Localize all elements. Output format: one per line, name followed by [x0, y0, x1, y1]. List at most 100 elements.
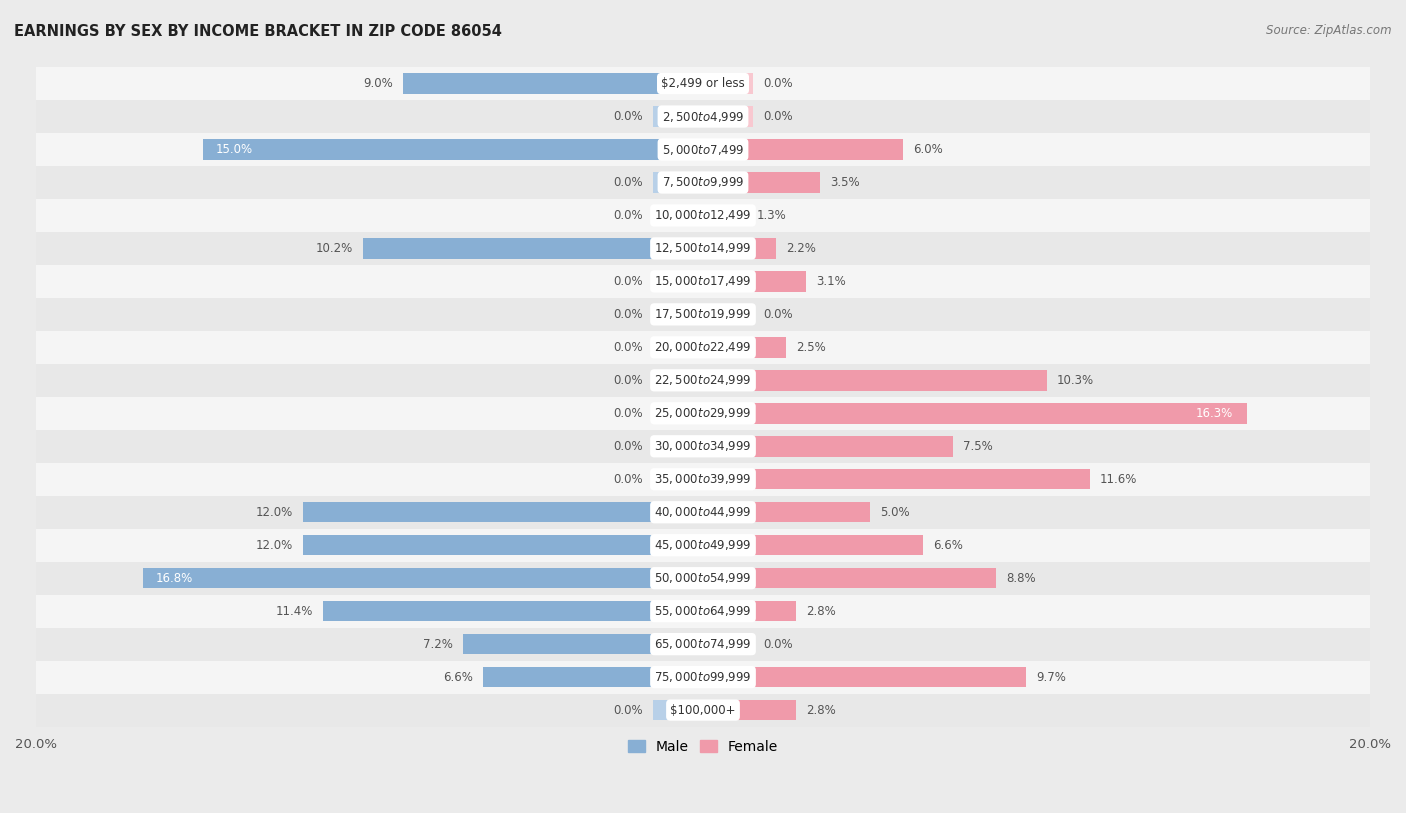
Text: 0.0%: 0.0%: [613, 275, 643, 288]
Bar: [703, 172, 820, 193]
Bar: [652, 370, 703, 390]
Bar: [143, 568, 703, 589]
Bar: [703, 568, 997, 589]
Text: 2.8%: 2.8%: [807, 605, 837, 618]
Bar: [37, 594, 1369, 628]
Text: $15,000 to $17,499: $15,000 to $17,499: [654, 275, 752, 289]
Text: 5.0%: 5.0%: [880, 506, 910, 519]
Text: 15.0%: 15.0%: [217, 143, 253, 156]
Text: 0.0%: 0.0%: [613, 110, 643, 123]
Bar: [703, 139, 903, 159]
Text: 6.6%: 6.6%: [443, 671, 472, 684]
Bar: [363, 238, 703, 259]
Bar: [703, 107, 754, 127]
Text: $7,500 to $9,999: $7,500 to $9,999: [662, 176, 744, 189]
Text: 0.0%: 0.0%: [763, 308, 793, 321]
Text: 16.8%: 16.8%: [156, 572, 193, 585]
Text: $25,000 to $29,999: $25,000 to $29,999: [654, 406, 752, 420]
Text: $100,000+: $100,000+: [671, 703, 735, 716]
Text: 0.0%: 0.0%: [613, 176, 643, 189]
Bar: [652, 304, 703, 324]
Bar: [302, 535, 703, 555]
Bar: [37, 430, 1369, 463]
Bar: [37, 562, 1369, 594]
Bar: [652, 337, 703, 358]
Bar: [703, 469, 1090, 489]
Bar: [703, 238, 776, 259]
Bar: [37, 661, 1369, 693]
Bar: [652, 205, 703, 226]
Bar: [323, 601, 703, 621]
Text: 7.2%: 7.2%: [423, 637, 453, 650]
Bar: [703, 502, 870, 523]
Bar: [703, 436, 953, 457]
Bar: [202, 139, 703, 159]
Bar: [703, 337, 786, 358]
Bar: [703, 700, 796, 720]
Text: 9.0%: 9.0%: [363, 77, 392, 90]
Text: 0.0%: 0.0%: [763, 77, 793, 90]
Text: 0.0%: 0.0%: [613, 703, 643, 716]
Bar: [703, 272, 807, 292]
Text: 0.0%: 0.0%: [763, 637, 793, 650]
Text: 0.0%: 0.0%: [613, 374, 643, 387]
Text: 7.5%: 7.5%: [963, 440, 993, 453]
Text: 10.3%: 10.3%: [1056, 374, 1094, 387]
Bar: [703, 73, 754, 93]
Bar: [703, 370, 1046, 390]
Text: 2.5%: 2.5%: [796, 341, 827, 354]
Text: 10.2%: 10.2%: [315, 242, 353, 255]
Bar: [37, 199, 1369, 232]
Text: 0.0%: 0.0%: [613, 472, 643, 485]
Text: $2,499 or less: $2,499 or less: [661, 77, 745, 90]
Legend: Male, Female: Male, Female: [623, 734, 783, 759]
Bar: [37, 397, 1369, 430]
Text: $30,000 to $34,999: $30,000 to $34,999: [654, 439, 752, 454]
Text: $20,000 to $22,499: $20,000 to $22,499: [654, 341, 752, 354]
Bar: [652, 403, 703, 424]
Bar: [37, 496, 1369, 528]
Bar: [463, 634, 703, 654]
Text: $65,000 to $74,999: $65,000 to $74,999: [654, 637, 752, 651]
Bar: [482, 667, 703, 687]
Bar: [37, 364, 1369, 397]
Bar: [652, 700, 703, 720]
Text: 16.3%: 16.3%: [1197, 406, 1233, 420]
Text: Source: ZipAtlas.com: Source: ZipAtlas.com: [1267, 24, 1392, 37]
Text: $17,500 to $19,999: $17,500 to $19,999: [654, 307, 752, 321]
Bar: [37, 67, 1369, 100]
Bar: [703, 304, 754, 324]
Bar: [703, 535, 924, 555]
Text: 3.1%: 3.1%: [817, 275, 846, 288]
Text: $75,000 to $99,999: $75,000 to $99,999: [654, 670, 752, 684]
Text: 12.0%: 12.0%: [256, 539, 292, 552]
Bar: [37, 528, 1369, 562]
Bar: [703, 667, 1026, 687]
Text: $5,000 to $7,499: $5,000 to $7,499: [662, 142, 744, 157]
Text: 6.6%: 6.6%: [934, 539, 963, 552]
Bar: [37, 100, 1369, 133]
Bar: [302, 502, 703, 523]
Text: 2.2%: 2.2%: [786, 242, 817, 255]
Bar: [37, 693, 1369, 727]
Text: 0.0%: 0.0%: [763, 110, 793, 123]
Text: $2,500 to $4,999: $2,500 to $4,999: [662, 110, 744, 124]
Bar: [703, 634, 754, 654]
Bar: [703, 403, 1247, 424]
Text: EARNINGS BY SEX BY INCOME BRACKET IN ZIP CODE 86054: EARNINGS BY SEX BY INCOME BRACKET IN ZIP…: [14, 24, 502, 39]
Text: 6.0%: 6.0%: [912, 143, 943, 156]
Bar: [703, 205, 747, 226]
Text: 2.8%: 2.8%: [807, 703, 837, 716]
Text: 1.3%: 1.3%: [756, 209, 786, 222]
Text: 12.0%: 12.0%: [256, 506, 292, 519]
Text: 0.0%: 0.0%: [613, 209, 643, 222]
Bar: [37, 232, 1369, 265]
Bar: [37, 628, 1369, 661]
Bar: [652, 107, 703, 127]
Text: $55,000 to $64,999: $55,000 to $64,999: [654, 604, 752, 618]
Text: 8.8%: 8.8%: [1007, 572, 1036, 585]
Text: $22,500 to $24,999: $22,500 to $24,999: [654, 373, 752, 387]
Bar: [703, 601, 796, 621]
Bar: [37, 166, 1369, 199]
Bar: [652, 272, 703, 292]
